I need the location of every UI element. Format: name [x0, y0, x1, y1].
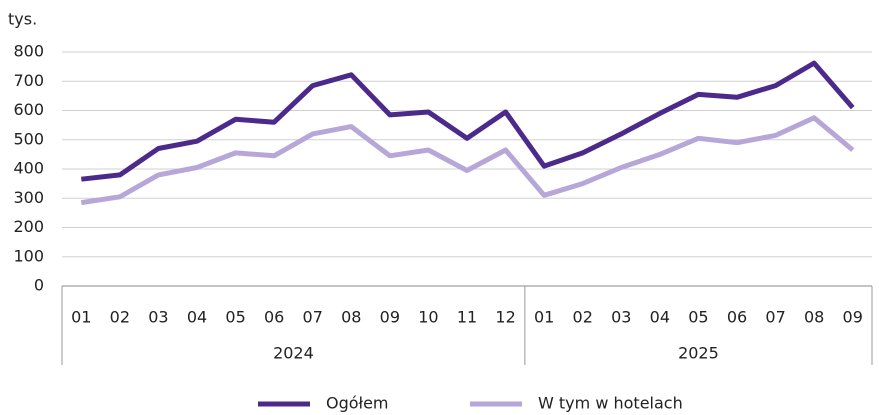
x-tick-label: 01 — [71, 308, 91, 327]
group-label: 2025 — [678, 344, 719, 363]
y-tick-label: 0 — [34, 276, 44, 295]
group-label: 2024 — [273, 344, 314, 363]
x-tick-label: 05 — [225, 308, 245, 327]
y-tick-label: 200 — [13, 217, 44, 236]
x-tick-label: 04 — [650, 308, 670, 327]
y-tick-label: 300 — [13, 188, 44, 207]
y-tick-label: 800 — [13, 42, 44, 61]
legend-label: Ogółem — [326, 394, 389, 413]
y-tick-label: 400 — [13, 159, 44, 178]
y-tick-label: 700 — [13, 71, 44, 90]
x-tick-label: 06 — [727, 308, 747, 327]
x-tick-label: 05 — [688, 308, 708, 327]
x-tick-label: 01 — [534, 308, 554, 327]
y-tick-label: 600 — [13, 100, 44, 119]
x-tick-label: 09 — [843, 308, 863, 327]
x-tick-label: 11 — [457, 308, 477, 327]
x-tick-label: 07 — [765, 308, 785, 327]
legend-label: W tym w hotelach — [538, 394, 683, 413]
x-tick-label: 08 — [341, 308, 361, 327]
x-tick-label: 12 — [495, 308, 515, 327]
x-tick-label: 07 — [303, 308, 323, 327]
series-line — [80, 115, 855, 206]
x-tick-label: 02 — [573, 308, 593, 327]
series-line — [81, 60, 855, 182]
y-tick-label: 500 — [13, 129, 44, 148]
x-tick-label: 08 — [804, 308, 824, 327]
x-tick-label: 02 — [110, 308, 130, 327]
x-tick-label: 06 — [264, 308, 284, 327]
x-tick-label: 10 — [418, 308, 438, 327]
x-tick-label: 03 — [148, 308, 168, 327]
x-tick-label: 04 — [187, 308, 207, 327]
x-tick-label: 03 — [611, 308, 631, 327]
x-tick-label: 09 — [380, 308, 400, 327]
y-axis-label: tys. — [8, 10, 37, 29]
y-tick-label: 100 — [13, 246, 44, 265]
